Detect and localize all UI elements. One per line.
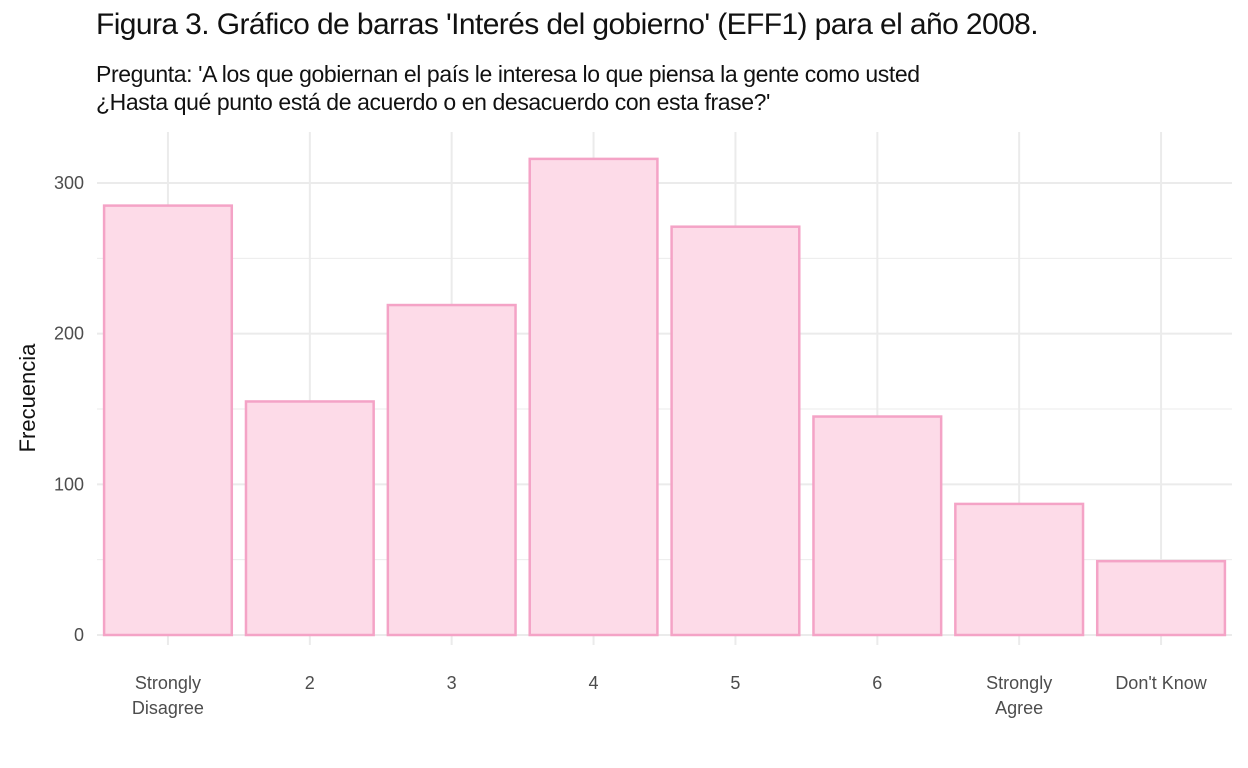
x-tick-label-line: Strongly xyxy=(135,673,201,693)
bar xyxy=(954,502,1085,637)
chart-title: Figura 3. Gráfico de barras 'Interés del… xyxy=(96,8,1039,41)
x-tick-label: 5 xyxy=(730,673,740,693)
bar xyxy=(670,225,801,637)
subtitle-line-2: ¿Hasta qué punto está de acuerdo o en de… xyxy=(96,89,770,115)
y-tick-label: 100 xyxy=(54,474,84,494)
x-tick-label-line: 4 xyxy=(589,673,599,693)
y-tick-label: 0 xyxy=(74,625,84,645)
bar xyxy=(244,400,375,637)
x-tick-label: 4 xyxy=(589,673,599,693)
x-tick-label: Strongly Disagree xyxy=(132,673,204,718)
x-tick-label: Strongly Agree xyxy=(986,673,1052,718)
x-tick-label-line: 3 xyxy=(447,673,457,693)
x-tick-label-line: 6 xyxy=(872,673,882,693)
bar xyxy=(1095,559,1227,637)
x-axis-tick-labels: Strongly Disagree 2 3 4 5 6 Strongly Agree Don't … xyxy=(132,673,1208,718)
x-tick-label: 6 xyxy=(872,673,882,693)
subtitle-line-1: Pregunta: 'A los que gobiernan el país l… xyxy=(96,61,920,87)
y-axis-tick-labels: 0 100 200 300 xyxy=(54,173,84,645)
bar xyxy=(386,303,517,637)
y-tick-label: 200 xyxy=(54,324,84,344)
x-tick-label: Don't Know xyxy=(1115,673,1207,693)
x-tick-label-line: 2 xyxy=(305,673,315,693)
bars xyxy=(102,157,1227,637)
x-tick-label-line: Strongly xyxy=(986,673,1052,693)
x-tick-label-line: 5 xyxy=(730,673,740,693)
y-tick-label: 300 xyxy=(54,173,84,193)
x-tick-label: 2 xyxy=(305,673,315,693)
x-tick-label-line: Agree xyxy=(995,698,1043,718)
y-axis-title: Frecuencia xyxy=(15,343,40,453)
chart-subtitle: Pregunta: 'A los que gobiernan el país l… xyxy=(96,60,920,116)
bar xyxy=(102,204,234,637)
bar xyxy=(812,415,943,637)
bar xyxy=(528,157,659,637)
x-tick-label-line: Disagree xyxy=(132,698,204,718)
x-tick-label-line: Don't Know xyxy=(1115,673,1207,693)
x-tick-label: 3 xyxy=(447,673,457,693)
